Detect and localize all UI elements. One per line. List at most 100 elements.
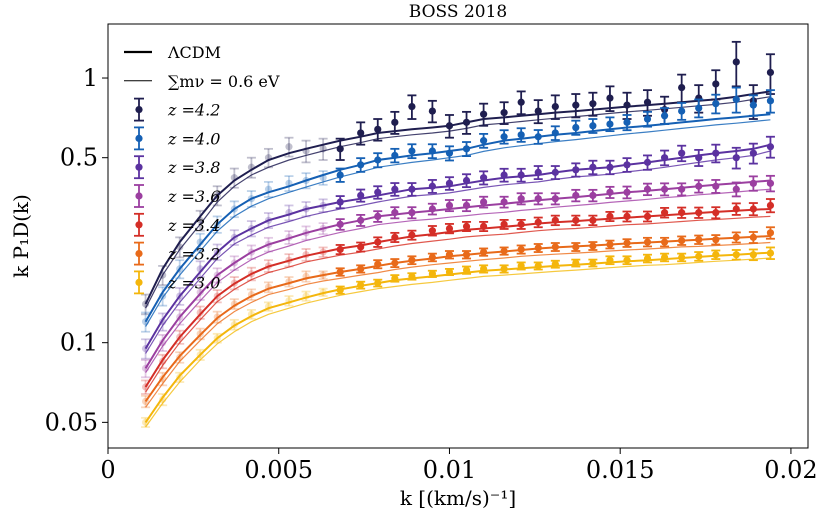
- data-point: [285, 297, 293, 305]
- x-tick-label: 0: [100, 456, 115, 484]
- data-point: [285, 143, 293, 151]
- data-point: [500, 133, 508, 141]
- data-point: [678, 209, 686, 217]
- data-point: [264, 154, 273, 162]
- data-point: [572, 101, 580, 109]
- data-point: [176, 373, 184, 381]
- x-axis: 0 0.005 0.01 0.015 0.02: [100, 448, 818, 484]
- data-point: [749, 251, 757, 259]
- legend-series-label: z =3.2: [167, 245, 220, 264]
- data-point: [623, 118, 631, 126]
- model-line-lcdm: [144, 90, 771, 305]
- legend-point-swatch: [135, 192, 143, 200]
- data-point: [196, 351, 204, 359]
- plot-area: [141, 40, 775, 428]
- x-tick-label: 0.01: [423, 456, 476, 484]
- series-3.2: [141, 226, 775, 409]
- data-point: [606, 120, 614, 128]
- data-point: [712, 236, 720, 244]
- data-point: [213, 334, 221, 342]
- y-axis-label: k P₁D(k): [9, 194, 33, 278]
- data-point: [534, 107, 542, 115]
- data-point: [517, 220, 525, 228]
- data-point: [500, 171, 508, 179]
- data-point: [445, 179, 454, 187]
- data-point: [176, 333, 184, 341]
- data-point: [732, 251, 740, 259]
- data-point: [572, 191, 580, 200]
- data-point: [302, 272, 310, 281]
- data-point: [408, 185, 416, 193]
- y-tick-label: 0.05: [45, 408, 98, 436]
- series-3.4: [141, 198, 775, 395]
- data-point: [606, 212, 614, 221]
- data-point: [732, 95, 740, 104]
- data-point: [319, 271, 327, 279]
- data-point: [336, 198, 344, 206]
- data-point: [660, 112, 669, 120]
- data-point: [247, 290, 256, 299]
- data-point: [141, 318, 150, 326]
- data-point: [285, 278, 293, 286]
- data-point: [374, 260, 382, 268]
- data-point: [589, 122, 597, 130]
- data-point: [712, 149, 720, 157]
- data-point: [572, 216, 580, 224]
- data-point: [517, 262, 525, 270]
- series-4.0: [141, 86, 775, 333]
- data-point: [480, 198, 488, 206]
- data-point: [196, 265, 204, 273]
- data-point: [695, 154, 703, 162]
- legend-line-label: ΛCDM: [167, 43, 221, 62]
- model-line-nu: [145, 241, 771, 408]
- data-point: [712, 251, 720, 259]
- data-point: [643, 185, 652, 193]
- data-point: [264, 262, 273, 270]
- data-point: [213, 292, 221, 300]
- data-point: [678, 149, 686, 157]
- data-point: [712, 209, 720, 217]
- data-point: [319, 174, 327, 182]
- data-point: [732, 233, 740, 241]
- data-point: [357, 265, 365, 273]
- data-point: [357, 161, 365, 169]
- series-3.6: [141, 174, 775, 379]
- data-point: [159, 292, 167, 300]
- data-point: [712, 182, 720, 190]
- data-point: [264, 185, 273, 193]
- data-point: [551, 260, 559, 268]
- data-point: [302, 205, 310, 213]
- data-point: [176, 243, 184, 251]
- data-point: [695, 252, 703, 260]
- legend-point-swatch: [135, 106, 143, 114]
- data-point: [264, 302, 273, 311]
- data-point: [660, 185, 669, 193]
- data-point: [678, 185, 686, 193]
- data-point: [623, 212, 631, 221]
- data-point: [623, 188, 631, 196]
- model-line-lcdm: [144, 251, 771, 423]
- data-point: [302, 147, 310, 155]
- data-point: [572, 166, 580, 174]
- y-tick-label: 0.5: [60, 144, 98, 172]
- data-point: [766, 97, 775, 105]
- data-point: [285, 256, 293, 264]
- data-point: [213, 248, 221, 256]
- data-point: [302, 229, 310, 237]
- data-point: [660, 253, 669, 262]
- data-point: [391, 233, 399, 241]
- data-point: [391, 209, 399, 217]
- data-point: [230, 174, 238, 182]
- data-point: [572, 259, 580, 267]
- data-point: [159, 318, 167, 326]
- data-point: [462, 176, 471, 185]
- data-point: [374, 156, 382, 164]
- data-point: [480, 110, 488, 118]
- data-point: [749, 101, 757, 109]
- data-point: [336, 145, 344, 153]
- data-point: [159, 395, 167, 404]
- y-tick-label: 1: [83, 64, 98, 92]
- data-point: [517, 98, 525, 106]
- data-point: [749, 233, 757, 241]
- data-point: [766, 179, 775, 187]
